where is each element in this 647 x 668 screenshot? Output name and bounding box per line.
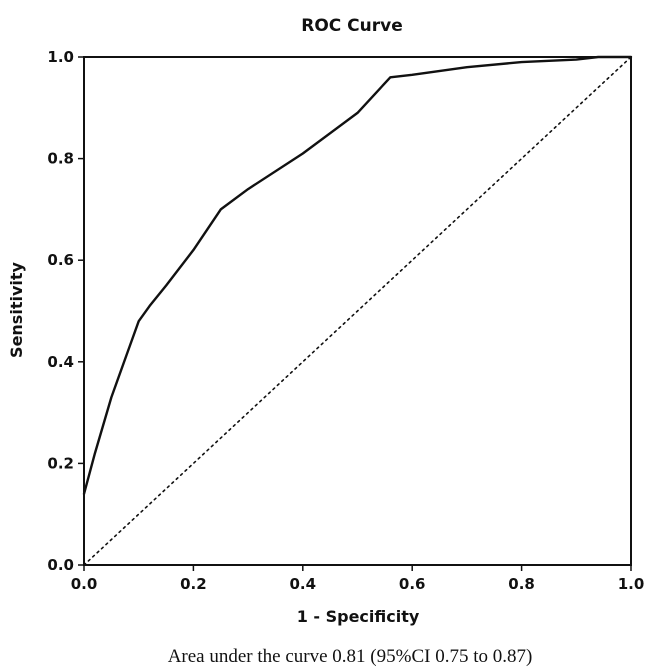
chart-title: ROC Curve [301,16,403,36]
y-tick-label: 0.2 [47,454,74,472]
y-tick-label: 0.6 [47,251,74,269]
x-tick-label: 1.0 [618,575,645,593]
plot-area-border [83,56,632,566]
x-tick-label: 0.4 [290,575,317,593]
y-axis-label: Sensitivity [7,261,26,357]
x-tick-label: 0.8 [508,575,535,593]
x-tick-label: 0.6 [399,575,426,593]
x-tick-label: 0.0 [71,575,98,593]
y-tick-label: 0.8 [47,150,74,168]
x-tick-label: 0.2 [180,575,207,593]
x-axis-label: 1 - Specificity [297,607,420,626]
roc-curve-line [82,55,633,496]
reference-diagonal-line [83,56,632,566]
y-tick-label: 0.0 [47,556,74,574]
y-tick-label: 1.0 [47,48,74,66]
y-tick-label: 0.4 [47,353,74,371]
auc-caption: Area under the curve 0.81 (95%CI 0.75 to… [168,646,533,667]
